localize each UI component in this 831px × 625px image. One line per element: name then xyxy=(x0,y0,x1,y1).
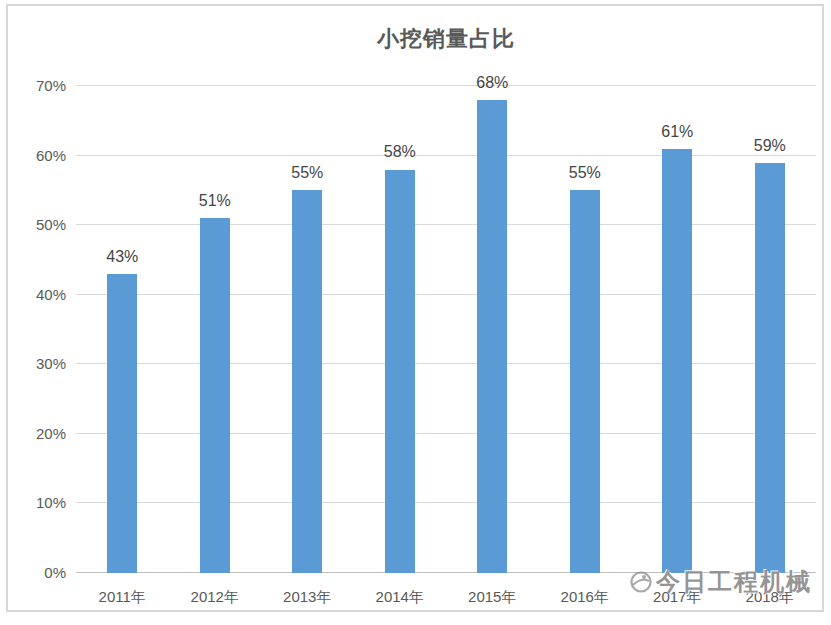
plot-area xyxy=(76,86,816,573)
bar-2013年 xyxy=(292,190,322,573)
bar-2018年 xyxy=(755,163,785,573)
x-axis-tick-label: 2013年 xyxy=(261,588,354,607)
gridline xyxy=(76,294,816,295)
bar-value-label: 58% xyxy=(365,143,435,161)
bar-value-label: 51% xyxy=(180,192,250,210)
chart-title: 小挖销量占比 xyxy=(76,24,816,54)
y-axis-tick-label: 20% xyxy=(8,425,66,442)
bar-value-label: 61% xyxy=(642,123,712,141)
bar-2011年 xyxy=(107,274,137,573)
bar-value-label: 68% xyxy=(457,74,527,92)
bar-2015年 xyxy=(477,100,507,573)
bar-value-label: 55% xyxy=(272,164,342,182)
gridline xyxy=(76,363,816,364)
x-axis-tick-label: 2018年 xyxy=(724,588,817,607)
bar-2012年 xyxy=(200,218,230,573)
bar-value-label: 55% xyxy=(550,164,620,182)
gridline xyxy=(76,155,816,156)
x-axis-tick-label: 2011年 xyxy=(76,588,169,607)
x-axis-tick-label: 2016年 xyxy=(539,588,632,607)
x-axis-tick-label: 2012年 xyxy=(169,588,262,607)
gridline xyxy=(76,502,816,503)
bar-value-label: 59% xyxy=(735,137,805,155)
gridline xyxy=(76,85,816,86)
x-axis-tick-label: 2015年 xyxy=(446,588,539,607)
chart-frame: 小挖销量占比 0% 10% 20% 30% 40% 50% 60% 70% 43% 2011年 51… xyxy=(6,4,824,612)
x-axis-tick-label: 2014年 xyxy=(354,588,447,607)
y-axis-tick-label: 30% xyxy=(8,355,66,372)
bar-value-label: 43% xyxy=(87,248,157,266)
y-axis-tick-label: 0% xyxy=(8,564,66,581)
x-axis-line xyxy=(76,572,816,573)
y-axis-tick-label: 60% xyxy=(8,147,66,164)
gridline xyxy=(76,224,816,225)
y-axis-tick-label: 40% xyxy=(8,286,66,303)
gridline xyxy=(76,433,816,434)
bar-2014年 xyxy=(385,170,415,574)
bar-2017年 xyxy=(662,149,692,573)
y-axis-tick-label: 10% xyxy=(8,494,66,511)
y-axis-tick-label: 70% xyxy=(8,77,66,94)
bar-2016年 xyxy=(570,190,600,573)
x-axis-tick-label: 2017年 xyxy=(631,588,724,607)
y-axis-tick-label: 50% xyxy=(8,216,66,233)
